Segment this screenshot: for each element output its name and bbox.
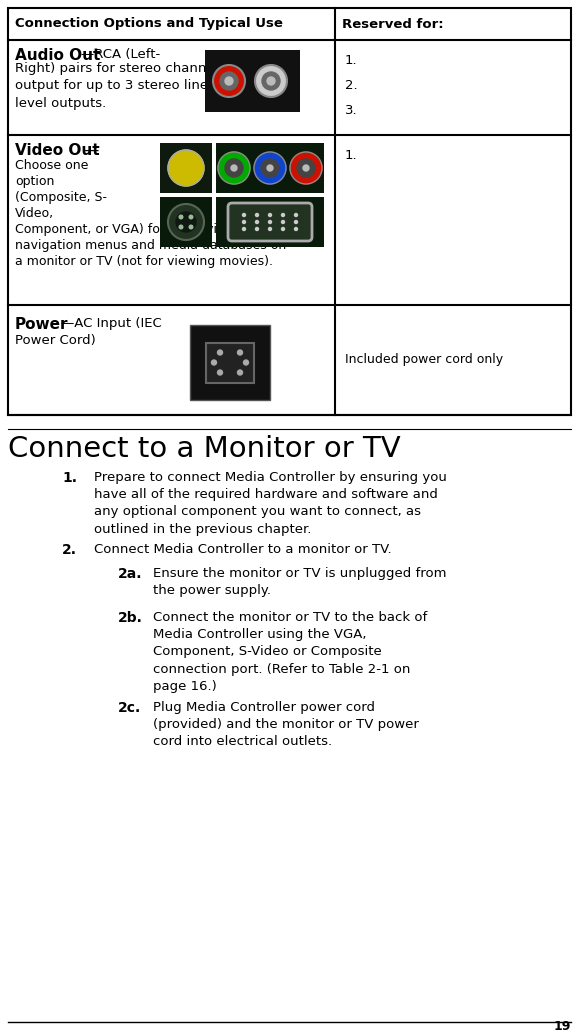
Circle shape: [243, 227, 245, 230]
Text: Video,: Video,: [15, 207, 54, 220]
Text: Power Cord): Power Cord): [15, 334, 96, 347]
Circle shape: [179, 215, 183, 219]
Text: Component, or VGA) for displaying: Component, or VGA) for displaying: [15, 223, 233, 236]
Circle shape: [295, 214, 298, 217]
Text: Connect the monitor or TV to the back of
Media Controller using the VGA,
Compone: Connect the monitor or TV to the back of…: [153, 611, 427, 693]
Text: Plug Media Controller power cord
(provided) and the monitor or TV power
cord int: Plug Media Controller power cord (provid…: [153, 701, 419, 748]
Circle shape: [269, 220, 272, 223]
Circle shape: [176, 212, 196, 232]
Bar: [160, 143, 212, 193]
Bar: [205, 50, 300, 112]
Text: Included power cord only: Included power cord only: [345, 353, 503, 367]
Circle shape: [225, 159, 243, 177]
Circle shape: [244, 359, 248, 365]
Circle shape: [295, 227, 298, 230]
Text: 2.: 2.: [62, 543, 77, 557]
FancyBboxPatch shape: [228, 204, 312, 241]
Text: 2.: 2.: [345, 79, 358, 92]
Circle shape: [243, 220, 245, 223]
Circle shape: [297, 159, 315, 177]
Circle shape: [237, 350, 243, 355]
Circle shape: [179, 225, 183, 228]
Circle shape: [189, 225, 193, 228]
Text: Connection Options and Typical Use: Connection Options and Typical Use: [15, 18, 283, 31]
Circle shape: [220, 72, 238, 90]
Circle shape: [254, 152, 286, 184]
Circle shape: [255, 214, 258, 217]
Bar: [216, 197, 324, 247]
Text: —AC Input (IEC: —AC Input (IEC: [61, 317, 162, 330]
Circle shape: [175, 157, 197, 179]
Circle shape: [267, 77, 275, 85]
Circle shape: [281, 214, 284, 217]
Circle shape: [214, 66, 244, 96]
Circle shape: [211, 359, 217, 365]
Circle shape: [255, 220, 258, 223]
Text: Video Out: Video Out: [15, 143, 100, 158]
Circle shape: [218, 350, 222, 355]
Text: navigation menus and media databases on: navigation menus and media databases on: [15, 239, 286, 252]
Circle shape: [237, 370, 243, 375]
Text: Right) pairs for stereo channel
output for up to 3 stereo line-
level outputs.: Right) pairs for stereo channel output f…: [15, 62, 218, 109]
Text: 1.: 1.: [62, 471, 77, 486]
Circle shape: [182, 164, 190, 173]
Bar: [216, 143, 324, 193]
Circle shape: [218, 370, 222, 375]
Circle shape: [168, 204, 204, 240]
Circle shape: [267, 165, 273, 171]
Circle shape: [281, 220, 284, 223]
Text: 19: 19: [554, 1020, 571, 1033]
Circle shape: [269, 214, 272, 217]
Circle shape: [211, 63, 247, 99]
Text: Reserved for:: Reserved for:: [342, 18, 444, 31]
Circle shape: [256, 66, 286, 96]
Text: 1.: 1.: [345, 149, 358, 162]
Text: Audio Out: Audio Out: [15, 48, 100, 63]
Circle shape: [218, 152, 250, 184]
Text: 2c.: 2c.: [118, 701, 141, 715]
Bar: [206, 343, 254, 382]
Circle shape: [281, 227, 284, 230]
Bar: [190, 325, 270, 400]
Circle shape: [295, 220, 298, 223]
Circle shape: [243, 214, 245, 217]
Text: Power: Power: [15, 317, 68, 332]
Text: 2b.: 2b.: [118, 611, 143, 625]
Bar: [8, 8, 571, 415]
Text: 2a.: 2a.: [118, 567, 142, 581]
Text: —: —: [83, 143, 98, 158]
Text: Ensure the monitor or TV is unplugged from
the power supply.: Ensure the monitor or TV is unplugged fr…: [153, 567, 446, 597]
Circle shape: [253, 63, 289, 99]
Circle shape: [269, 227, 272, 230]
Text: option: option: [15, 175, 54, 188]
Circle shape: [255, 227, 258, 230]
Text: a monitor or TV (not for viewing movies).: a monitor or TV (not for viewing movies)…: [15, 255, 273, 268]
Text: Connect to a Monitor or TV: Connect to a Monitor or TV: [8, 435, 401, 463]
Text: Connect Media Controller to a monitor or TV.: Connect Media Controller to a monitor or…: [94, 543, 391, 556]
Circle shape: [290, 152, 322, 184]
Circle shape: [261, 159, 279, 177]
Circle shape: [225, 77, 233, 85]
Bar: [160, 197, 212, 247]
Text: 3.: 3.: [345, 104, 358, 117]
Circle shape: [262, 72, 280, 90]
Circle shape: [168, 150, 204, 186]
Circle shape: [189, 215, 193, 219]
Text: Prepare to connect Media Controller by ensuring you
have all of the required har: Prepare to connect Media Controller by e…: [94, 471, 447, 535]
Text: (Composite, S-: (Composite, S-: [15, 191, 107, 204]
Text: 1.: 1.: [345, 54, 358, 67]
Circle shape: [231, 165, 237, 171]
Text: Choose one: Choose one: [15, 159, 89, 173]
Text: —RCA (Left-: —RCA (Left-: [81, 48, 160, 61]
Circle shape: [303, 165, 309, 171]
